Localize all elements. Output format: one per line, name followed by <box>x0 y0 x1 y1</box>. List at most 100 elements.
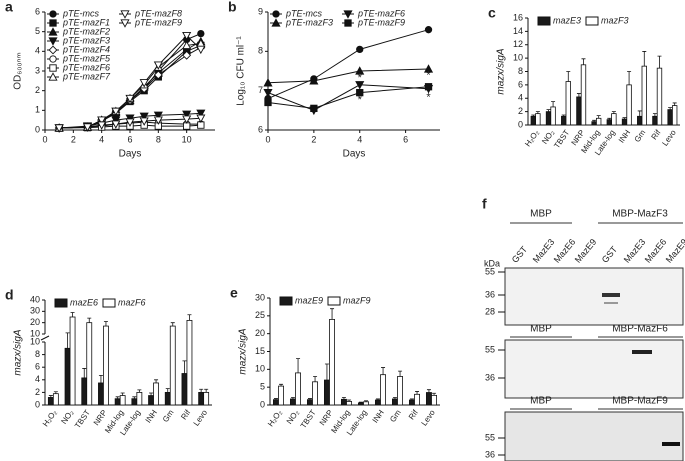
marker <box>139 117 149 126</box>
bar <box>98 382 104 406</box>
bar <box>186 319 193 406</box>
error-bar <box>187 314 192 321</box>
error-bar <box>115 396 120 399</box>
error-bar <box>581 58 586 65</box>
bar <box>86 322 93 406</box>
marker <box>82 123 93 132</box>
marker <box>263 88 273 98</box>
lane-label: GST <box>600 244 620 265</box>
legend-label: pTE-mazF6 <box>62 62 110 72</box>
error-bar <box>330 308 335 320</box>
error-bar <box>324 363 329 381</box>
marker <box>153 111 163 120</box>
legend-swatch <box>327 296 341 306</box>
y-tick-label: 8 <box>258 46 263 56</box>
error-bar <box>381 367 386 375</box>
group-label: MBP-MazF9 <box>612 396 668 407</box>
marker <box>48 72 58 81</box>
marker <box>356 88 364 97</box>
bar <box>131 398 138 406</box>
x-tick-label: H₂O₂ <box>266 408 284 428</box>
series-line <box>267 68 429 84</box>
bar <box>652 115 658 126</box>
group-label: MBP-MazF3 <box>612 209 668 220</box>
error-bar <box>347 399 352 402</box>
lane-label: MazE3 <box>622 237 648 265</box>
error-bar <box>657 55 662 69</box>
lane-label: GST <box>510 244 530 265</box>
bar <box>408 399 415 406</box>
error-bar <box>607 117 612 120</box>
x-tick-label: Rif <box>179 408 192 422</box>
x-tick-label: 6 <box>403 134 408 144</box>
marker <box>49 55 57 63</box>
bar <box>69 316 76 406</box>
bar <box>414 393 420 406</box>
x-tick-label: Gm <box>388 408 403 424</box>
axis-break <box>40 335 50 341</box>
error-bar <box>290 397 295 399</box>
annotation: * <box>426 70 431 82</box>
legend-label: pTE-mazF9 <box>134 17 182 27</box>
error-bar <box>204 388 209 393</box>
error-bar <box>642 51 647 67</box>
error-bar <box>426 389 431 393</box>
y-tick-label: 6 <box>518 79 523 89</box>
bar <box>576 96 582 126</box>
error-bar <box>307 398 312 400</box>
marker <box>182 115 192 124</box>
bar <box>272 399 279 406</box>
bar <box>591 121 597 126</box>
marker-label: 36 <box>485 449 495 459</box>
error-bar <box>622 117 627 119</box>
marker <box>48 45 58 55</box>
y-tick-label: 30 <box>255 292 265 302</box>
error-bar <box>415 391 420 395</box>
legend-swatch <box>537 16 551 26</box>
error-bar <box>341 397 346 400</box>
annotation: * <box>358 72 363 84</box>
bar <box>550 106 556 126</box>
legend-swatch <box>54 298 68 308</box>
x-tick-label: INH <box>371 408 386 425</box>
error-bar <box>273 398 278 400</box>
x-tick-label: 0 <box>265 134 270 144</box>
x-tick-label: 6 <box>127 134 132 144</box>
bar <box>565 81 571 126</box>
error-bar <box>576 93 581 97</box>
bar <box>306 399 313 406</box>
marker-label: 28 <box>485 306 495 316</box>
y-tick-label: 2 <box>35 85 40 95</box>
bar <box>47 397 54 406</box>
y-tick-label: 10 <box>513 53 523 63</box>
bar <box>52 393 59 406</box>
lane-label: MazE9 <box>573 237 599 265</box>
y-tick-label: 15 <box>255 346 265 356</box>
marker <box>182 31 192 41</box>
error-bar <box>551 101 556 107</box>
marker <box>49 64 57 72</box>
marker <box>111 120 121 129</box>
error-bar <box>637 110 642 117</box>
y-tick-label: 25 <box>255 310 265 320</box>
error-bar <box>668 107 673 110</box>
error-bar <box>566 71 571 82</box>
y-tick-label: 9 <box>258 6 263 16</box>
marker <box>182 110 192 120</box>
y-axis-label: Log₁₀ CFU ml⁻¹ <box>236 36 247 106</box>
band <box>662 442 680 446</box>
marker <box>310 104 318 113</box>
marker <box>111 107 121 117</box>
y-tick-label: 20 <box>30 317 40 327</box>
group-label: MBP-MazF6 <box>612 324 668 335</box>
bar <box>672 105 678 126</box>
bar <box>340 398 347 406</box>
unit-label: kDa <box>484 258 500 268</box>
y-tick-label: 4 <box>35 46 40 56</box>
marker <box>49 19 57 27</box>
legend-label: pTE-mazF4 <box>62 44 110 54</box>
series-line <box>267 86 429 109</box>
y-tick-label: 30 <box>30 306 40 316</box>
marker <box>355 81 365 90</box>
y-tick-label: 10 <box>30 336 40 346</box>
